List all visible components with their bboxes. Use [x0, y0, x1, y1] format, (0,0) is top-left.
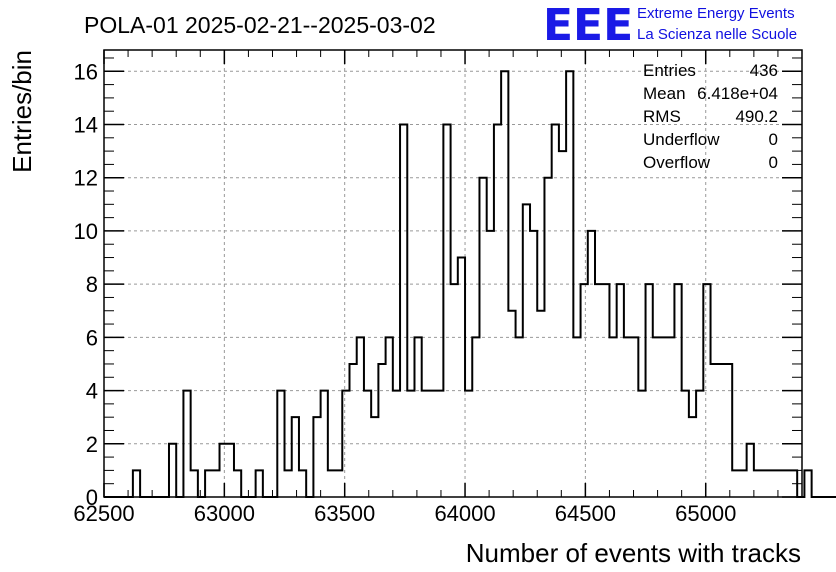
stats-entries-value: 436 — [750, 61, 778, 80]
y-tick-label: 0 — [86, 485, 98, 510]
tick-labels: 0 2 4 6 8 10 12 14 16 62500 63000 63500 64000 64500 65… — [73, 59, 736, 526]
logo-line-1: Extreme Energy Events — [637, 5, 795, 22]
y-tick-label: 14 — [74, 113, 98, 138]
chart-title: POLA-01 2025-02-21--2025-03-02 — [84, 12, 436, 38]
stats-mean-value: 6.418e+04 — [697, 84, 778, 103]
plot-frame — [103, 49, 803, 498]
y-tick-label: 6 — [86, 325, 98, 350]
stats-entries-label: Entries — [643, 61, 696, 80]
stats-mean-label: Mean — [643, 84, 686, 103]
stats-box: Entries 436 Mean 6.418e+04 RMS 490.2 Und… — [643, 61, 778, 172]
x-tick-label: 65000 — [675, 501, 736, 526]
y-tick-label: 4 — [86, 379, 98, 404]
x-tick-label: 62500 — [73, 501, 134, 526]
grid-lines — [104, 50, 802, 497]
stats-rms-label: RMS — [643, 107, 681, 126]
stats-rms-value: 490.2 — [735, 107, 778, 126]
y-axis-title: Entries/bin — [7, 50, 37, 173]
x-tick-label: 63500 — [314, 501, 375, 526]
eee-logo: EEE — [543, 0, 633, 51]
y-tick-label: 16 — [74, 59, 98, 84]
y-tick-label: 2 — [86, 432, 98, 457]
logo-line-2: La Scienza nelle Scuole — [637, 26, 797, 43]
axis-ticks — [103, 50, 803, 498]
x-tick-label: 64500 — [555, 501, 616, 526]
x-tick-label: 64000 — [434, 501, 495, 526]
y-tick-label: 12 — [74, 166, 98, 191]
stats-underflow-label: Underflow — [643, 130, 720, 149]
y-tick-label: 8 — [86, 272, 98, 297]
x-tick-label: 63000 — [194, 501, 255, 526]
y-tick-label: 10 — [74, 219, 98, 244]
stats-underflow-value: 0 — [769, 130, 778, 149]
stats-overflow-value: 0 — [769, 153, 778, 172]
x-axis-title: Number of events with tracks — [466, 538, 801, 568]
stats-overflow-label: Overflow — [643, 153, 711, 172]
